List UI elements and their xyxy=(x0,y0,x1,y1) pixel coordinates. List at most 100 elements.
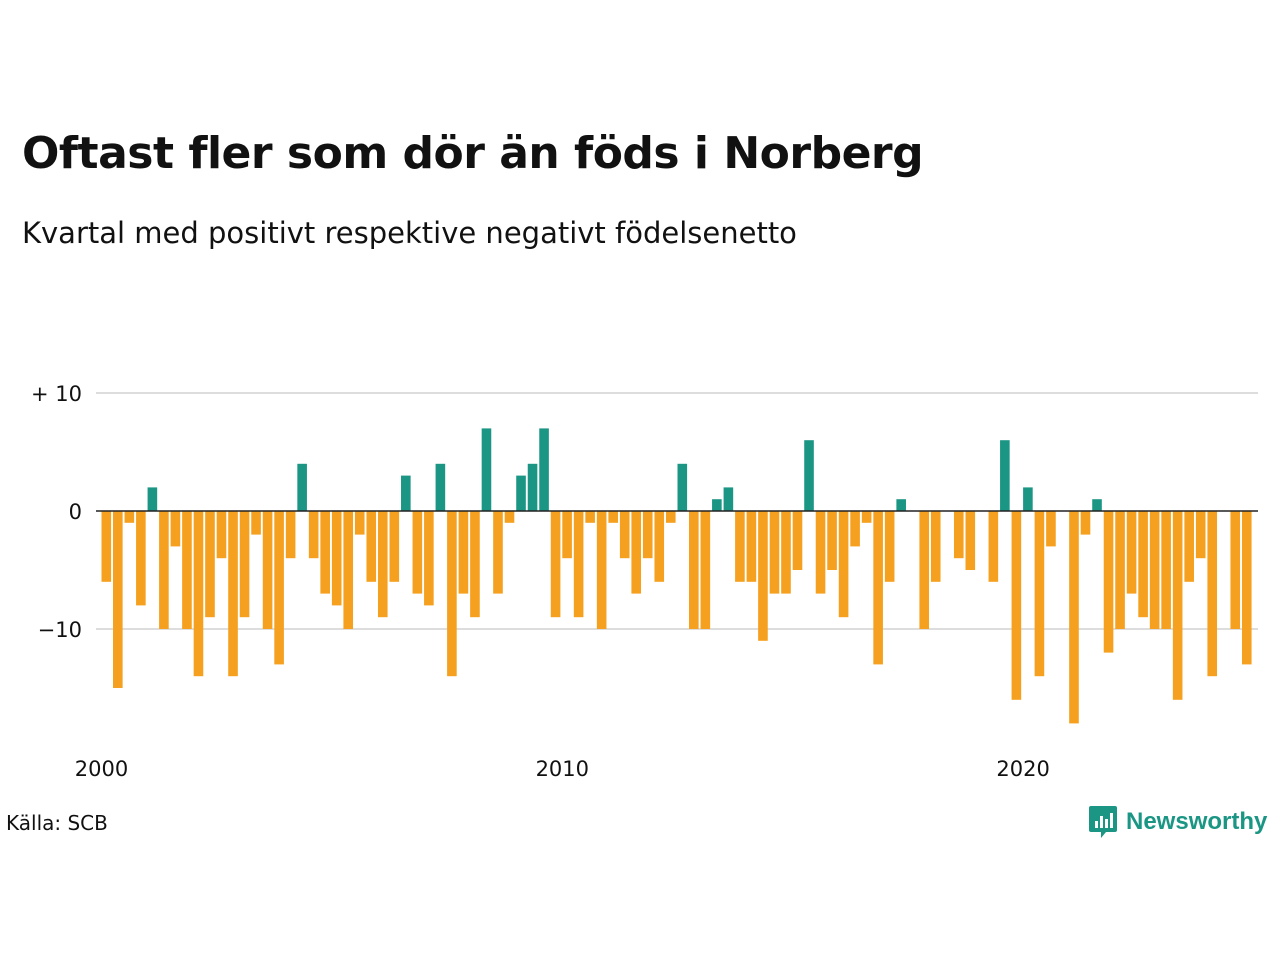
bar xyxy=(470,511,480,618)
bar xyxy=(251,511,261,535)
bar xyxy=(504,511,515,523)
bar xyxy=(585,511,595,523)
brand-logo[interactable]: Newsworthy xyxy=(1088,804,1267,840)
bar xyxy=(170,511,181,547)
bar xyxy=(539,428,549,511)
bar xyxy=(1126,511,1137,594)
x-tick-label: 2020 xyxy=(996,757,1049,781)
bar xyxy=(1000,440,1010,511)
bar xyxy=(354,511,365,535)
bar xyxy=(1115,511,1125,629)
bar xyxy=(458,511,469,594)
bar xyxy=(389,511,400,582)
bar xyxy=(331,511,342,606)
chart-title: Oftast fler som dör än föds i Norberg xyxy=(22,128,924,179)
bar xyxy=(988,511,999,582)
bar xyxy=(516,475,526,511)
bar xyxy=(758,511,768,641)
bar xyxy=(769,511,780,594)
source-note: Källa: SCB xyxy=(6,811,108,835)
bar xyxy=(654,511,665,582)
bar xyxy=(642,511,653,559)
newsworthy-logo-icon xyxy=(1089,806,1117,838)
brand-name: Newsworthy xyxy=(1126,808,1268,835)
bar xyxy=(712,499,722,511)
bar xyxy=(1046,511,1056,547)
grid-layer xyxy=(96,392,1258,630)
bar xyxy=(308,511,319,559)
bar xyxy=(781,511,791,594)
bar xyxy=(792,511,803,570)
bar xyxy=(827,511,837,570)
bar xyxy=(896,499,906,511)
bar xyxy=(113,511,123,688)
chart-subtitle: Kvartal med positivt respektive negativt… xyxy=(22,216,797,250)
bar xyxy=(746,511,757,582)
bar xyxy=(804,440,814,511)
y-tick-label: + 10 xyxy=(31,382,82,406)
bar xyxy=(1241,511,1252,665)
bar xyxy=(412,511,423,594)
bar xyxy=(1023,487,1033,511)
bar xyxy=(274,511,284,665)
bar xyxy=(953,511,964,559)
bar xyxy=(481,428,492,511)
bar xyxy=(723,487,734,511)
bar xyxy=(1080,511,1091,535)
bar xyxy=(147,487,158,511)
bar xyxy=(596,511,607,629)
bar xyxy=(1103,511,1114,653)
bar xyxy=(124,511,135,523)
bar xyxy=(689,511,699,629)
bar xyxy=(735,511,745,582)
bar xyxy=(343,511,354,629)
bar xyxy=(930,511,941,582)
y-tick-label: 0 xyxy=(69,500,82,524)
bar xyxy=(665,511,676,523)
axis-layer: + 10 0 −10 2000 2010 2020 xyxy=(31,382,1258,781)
y-tick-label: −10 xyxy=(38,618,82,642)
bar xyxy=(182,511,192,629)
bar xyxy=(1092,499,1102,511)
bar xyxy=(1161,511,1171,629)
bar xyxy=(873,511,883,665)
bar xyxy=(320,511,330,594)
bar xyxy=(527,463,538,511)
bar xyxy=(965,511,976,570)
bar xyxy=(550,511,561,618)
bar xyxy=(435,463,446,511)
bar xyxy=(700,511,711,629)
bar xyxy=(424,511,434,606)
bar xyxy=(205,511,215,618)
bar xyxy=(1207,511,1218,677)
bar xyxy=(861,511,872,523)
bar xyxy=(619,511,630,559)
bar xyxy=(216,511,227,559)
bar xyxy=(297,463,307,511)
bar xyxy=(608,511,618,523)
bar xyxy=(101,511,112,582)
bar xyxy=(1149,511,1160,629)
bars-layer xyxy=(101,428,1252,724)
bar xyxy=(838,511,849,618)
bar xyxy=(562,511,572,559)
bar xyxy=(631,511,642,594)
bar xyxy=(159,511,169,629)
bar xyxy=(285,511,296,559)
bar xyxy=(493,511,503,594)
bar xyxy=(1069,511,1079,724)
bar xyxy=(228,511,238,677)
x-tick-label: 2010 xyxy=(536,757,589,781)
bar xyxy=(239,511,250,618)
bar xyxy=(850,511,860,547)
bar xyxy=(1230,511,1241,629)
bar xyxy=(1034,511,1045,677)
bar-chart: + 10 0 −10 2000 2010 2020 xyxy=(31,382,1258,781)
bar xyxy=(1011,511,1022,700)
bar xyxy=(193,511,204,677)
bar xyxy=(366,511,377,582)
bar xyxy=(1184,511,1194,582)
bar xyxy=(401,475,411,511)
bar xyxy=(677,463,688,511)
x-tick-label: 2000 xyxy=(75,757,128,781)
